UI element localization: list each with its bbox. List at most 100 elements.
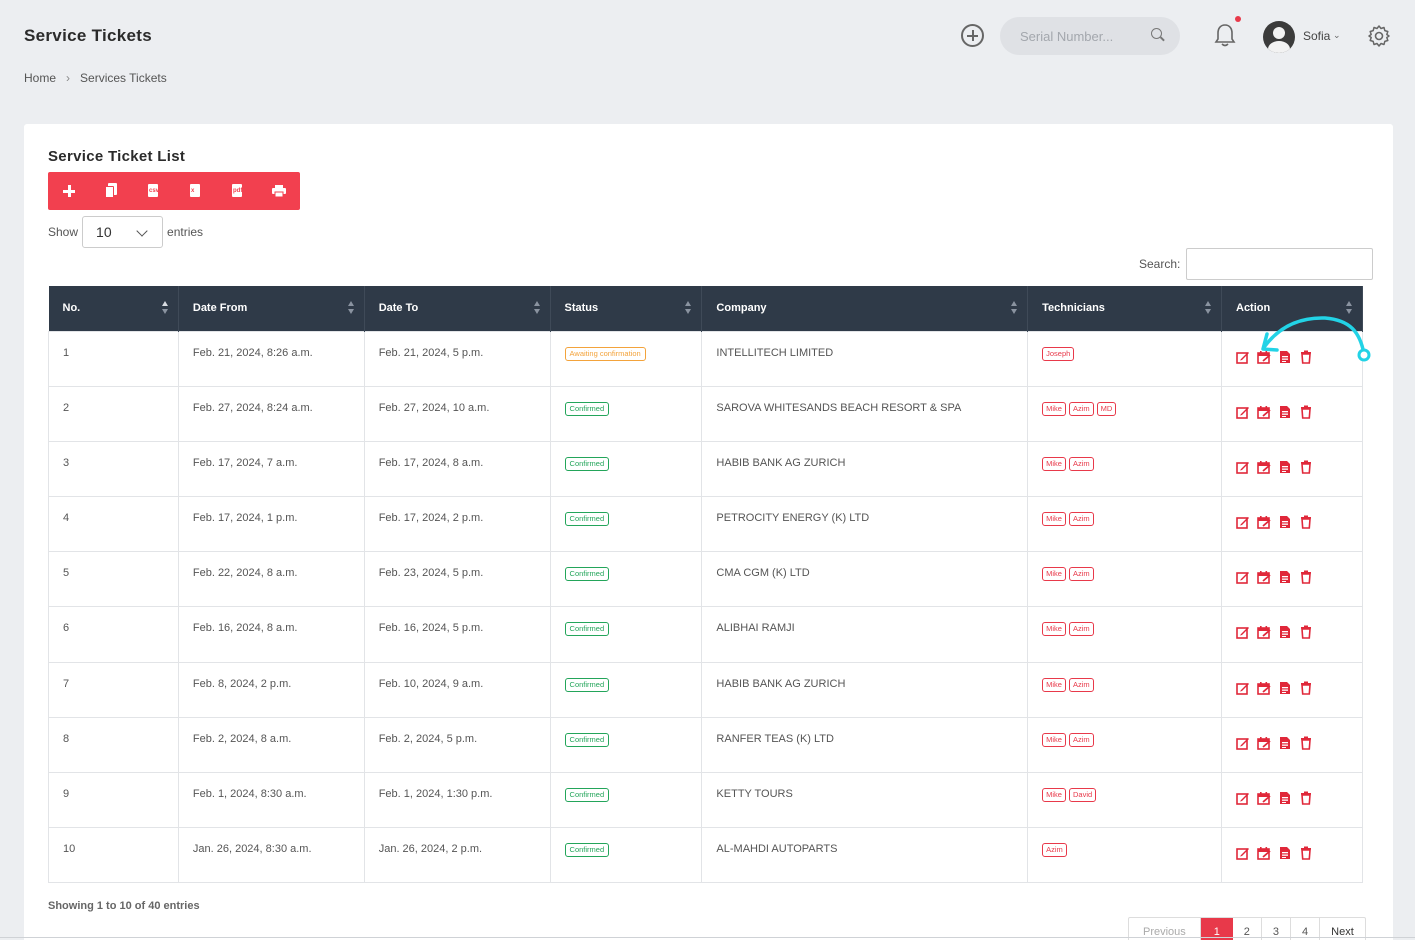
calendar-edit-icon[interactable] xyxy=(1257,350,1271,364)
calendar-edit-icon[interactable] xyxy=(1257,515,1271,529)
document-icon[interactable] xyxy=(1278,625,1292,639)
table-row: 4 Feb. 17, 2024, 1 p.m. Feb. 17, 2024, 2… xyxy=(48,496,1363,553)
cell-status: Confirmed xyxy=(549,661,703,718)
edit-icon[interactable] xyxy=(1236,460,1250,474)
serial-number-search-input[interactable] xyxy=(1000,17,1180,55)
add-button[interactable] xyxy=(48,172,90,210)
entries-select[interactable]: 10 xyxy=(82,216,164,248)
cell-company: AL-MAHDI AUTOPARTS xyxy=(701,827,1029,884)
username[interactable]: Sofia xyxy=(1303,29,1331,43)
csv-button[interactable]: csv xyxy=(132,172,174,210)
sort-icon[interactable] xyxy=(1346,301,1352,315)
edit-icon[interactable] xyxy=(1236,515,1250,529)
document-icon[interactable] xyxy=(1278,736,1292,750)
csv-file-icon: csv xyxy=(148,184,159,197)
status-badge: Confirmed xyxy=(564,567,610,582)
chevron-down-icon[interactable]: ⌄ xyxy=(1333,30,1341,40)
pagination-previous[interactable]: Previous xyxy=(1129,918,1201,940)
cell-technicians: Mike Azim xyxy=(1027,661,1222,718)
edit-icon[interactable] xyxy=(1236,625,1250,640)
column-header-company[interactable]: Company xyxy=(701,286,1029,331)
calendar-edit-icon[interactable] xyxy=(1257,791,1271,805)
document-icon[interactable] xyxy=(1278,405,1292,419)
technician-badge: MD xyxy=(1096,401,1117,416)
column-header-technicians[interactable]: Technicians xyxy=(1027,286,1222,331)
technician-badge: Azim xyxy=(1068,732,1094,747)
pdf-button[interactable]: pdf xyxy=(216,172,258,210)
sort-icon[interactable] xyxy=(347,301,354,315)
column-header-status[interactable]: Status xyxy=(550,286,703,331)
trash-icon[interactable] xyxy=(1299,846,1313,860)
cell-date-from: Feb. 27, 2024, 8:24 a.m. xyxy=(177,385,365,442)
column-header-action[interactable]: Action xyxy=(1221,286,1363,331)
excel-button[interactable]: x xyxy=(174,172,216,210)
breadcrumb-home[interactable]: Home xyxy=(24,71,57,85)
sort-icon[interactable] xyxy=(161,301,168,315)
pagination-page-3[interactable]: 3 xyxy=(1262,918,1292,940)
copy-button[interactable] xyxy=(90,172,132,210)
pagination-page-4[interactable]: 4 xyxy=(1291,918,1321,940)
trash-icon[interactable] xyxy=(1299,681,1313,695)
column-header-date-to[interactable]: Date To xyxy=(364,286,551,331)
trash-icon[interactable] xyxy=(1299,460,1313,474)
avatar[interactable] xyxy=(1263,21,1295,53)
cell-no: 5 xyxy=(48,551,179,608)
technician-badge: Azim xyxy=(1068,622,1094,637)
pagination-next[interactable]: Next xyxy=(1331,926,1354,938)
calendar-edit-icon[interactable] xyxy=(1257,625,1271,640)
edit-icon[interactable] xyxy=(1236,405,1250,419)
bottom-divider xyxy=(0,937,1415,938)
cell-date-to: Feb. 17, 2024, 2 p.m. xyxy=(363,496,551,553)
bell-icon[interactable] xyxy=(1214,22,1236,48)
calendar-edit-icon[interactable] xyxy=(1257,570,1271,585)
sort-icon[interactable] xyxy=(1205,301,1211,315)
document-icon[interactable] xyxy=(1278,515,1292,529)
calendar-edit-icon[interactable] xyxy=(1257,405,1271,419)
calendar-edit-icon[interactable] xyxy=(1257,681,1271,695)
trash-icon[interactable] xyxy=(1299,570,1313,585)
calendar-edit-icon[interactable] xyxy=(1257,846,1271,860)
trash-icon[interactable] xyxy=(1299,736,1313,750)
edit-icon[interactable] xyxy=(1236,846,1250,860)
edit-icon[interactable] xyxy=(1236,791,1250,805)
cell-status: Confirmed xyxy=(549,385,703,442)
document-icon[interactable] xyxy=(1278,570,1292,584)
trash-icon[interactable] xyxy=(1299,350,1313,364)
cell-date-to: Feb. 16, 2024, 5 p.m. xyxy=(363,606,551,663)
cell-date-to: Feb. 21, 2024, 5 p.m. xyxy=(363,330,551,387)
print-button[interactable] xyxy=(258,172,300,210)
trash-icon[interactable] xyxy=(1299,625,1313,640)
page-title: Service Tickets xyxy=(24,26,152,45)
edit-icon[interactable] xyxy=(1236,350,1250,364)
document-icon[interactable] xyxy=(1278,460,1292,474)
cell-status: Confirmed xyxy=(549,716,703,774)
pagination-page-2[interactable]: 2 xyxy=(1233,918,1262,940)
sort-icon[interactable] xyxy=(685,301,692,315)
column-header-no[interactable]: No. xyxy=(48,286,179,331)
trash-icon[interactable] xyxy=(1299,791,1313,805)
trash-icon[interactable] xyxy=(1299,515,1313,529)
search-icon[interactable] xyxy=(1151,28,1162,39)
column-header-date-from[interactable]: Date From xyxy=(178,286,365,331)
calendar-edit-icon[interactable] xyxy=(1257,736,1271,750)
sort-icon[interactable] xyxy=(1011,301,1018,315)
cell-action xyxy=(1221,496,1363,553)
cell-date-to: Feb. 2, 2024, 5 p.m. xyxy=(363,716,551,774)
calendar-edit-icon[interactable] xyxy=(1257,460,1271,474)
document-icon[interactable] xyxy=(1278,846,1292,860)
gear-icon[interactable] xyxy=(1367,24,1391,48)
edit-icon[interactable] xyxy=(1236,736,1250,750)
trash-icon[interactable] xyxy=(1299,405,1313,419)
document-icon[interactable] xyxy=(1278,681,1292,695)
pagination-page-1[interactable]: 1 xyxy=(1200,918,1233,940)
cell-technicians: Joseph xyxy=(1027,330,1222,387)
table-search-input[interactable] xyxy=(1186,248,1374,280)
breadcrumb: Home › Services Tickets xyxy=(24,71,167,85)
edit-icon[interactable] xyxy=(1236,570,1250,585)
document-icon[interactable] xyxy=(1278,791,1292,805)
add-circle-icon[interactable] xyxy=(961,24,984,47)
cell-technicians: Mike Azim xyxy=(1027,716,1222,774)
document-icon[interactable] xyxy=(1278,350,1292,364)
sort-icon[interactable] xyxy=(533,301,540,315)
edit-icon[interactable] xyxy=(1236,681,1250,695)
